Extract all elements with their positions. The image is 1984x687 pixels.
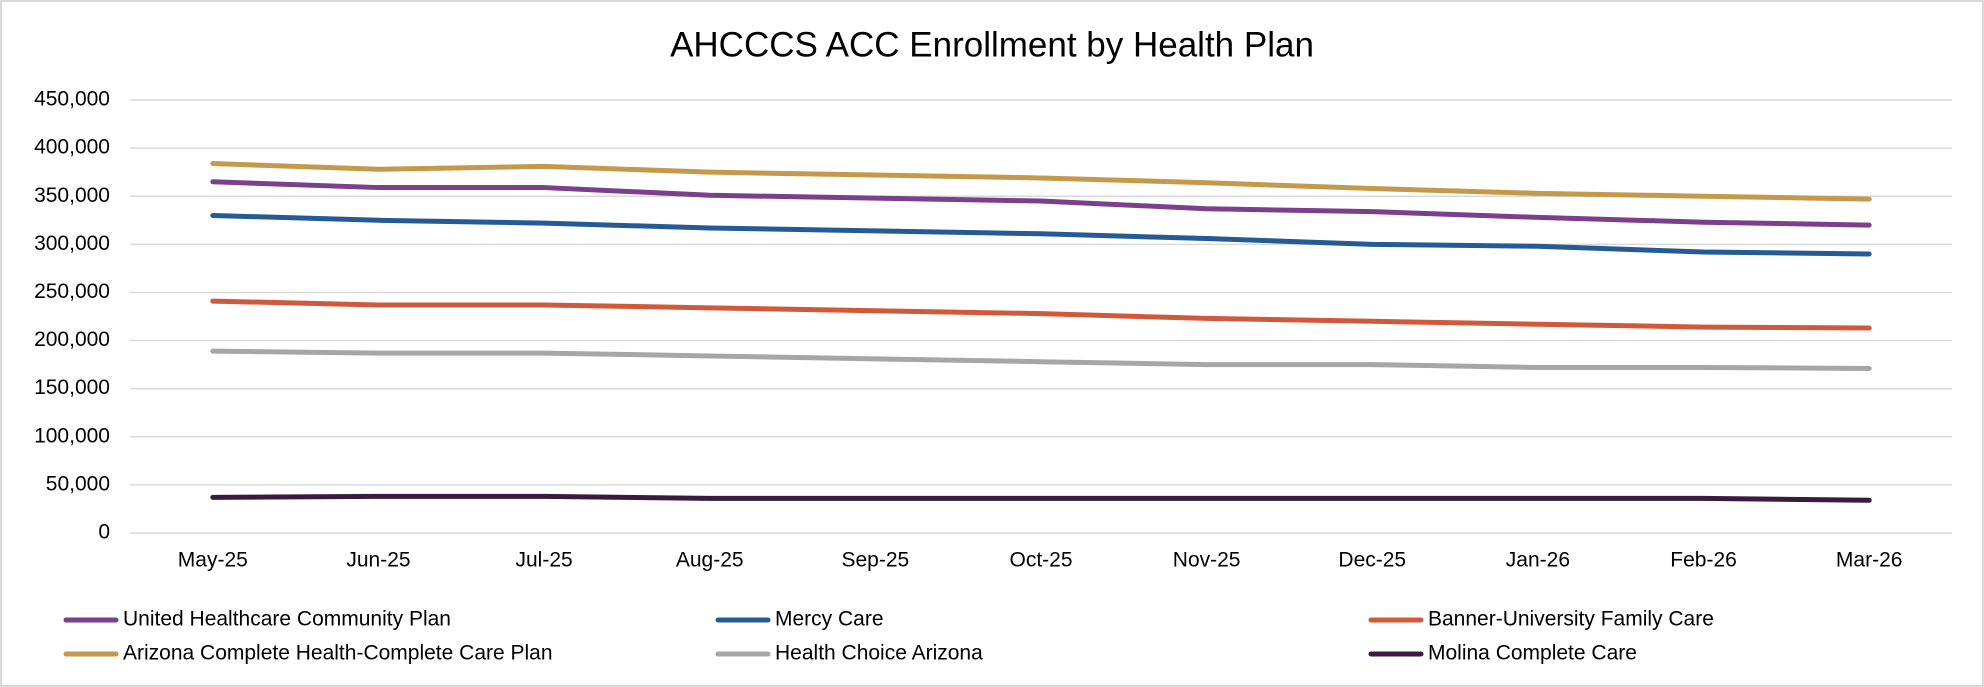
x-tick-label: Dec-25 <box>1338 549 1406 572</box>
x-tick-label: Jun-25 <box>346 549 410 572</box>
legend-label: Health Choice Arizona <box>775 642 983 665</box>
x-tick-label: Oct-25 <box>1009 549 1072 572</box>
x-tick-label: Jan-26 <box>1506 549 1570 572</box>
x-tick-label: Jul-25 <box>515 549 572 572</box>
y-tick-label: 350,000 <box>34 184 110 207</box>
y-tick-label: 300,000 <box>34 232 110 255</box>
y-tick-label: 50,000 <box>46 472 110 495</box>
x-tick-label: Feb-26 <box>1670 549 1737 572</box>
series-line <box>210 348 1872 371</box>
y-tick-label: 400,000 <box>34 136 110 159</box>
x-tick-label: Aug-25 <box>676 549 744 572</box>
y-tick-label: 200,000 <box>34 328 110 351</box>
series-line <box>210 212 1872 257</box>
y-tick-label: 0 <box>98 521 110 544</box>
y-tick-label: 250,000 <box>34 280 110 303</box>
series-line <box>210 298 1872 331</box>
y-tick-label: 100,000 <box>34 424 110 447</box>
legend-label: Arizona Complete Health-Complete Care Pl… <box>123 642 553 665</box>
legend-label: Banner-University Family Care <box>1428 608 1714 631</box>
legend-label: Mercy Care <box>775 608 884 631</box>
x-tick-label: Sep-25 <box>842 549 910 572</box>
legend-label: Molina Complete Care <box>1428 642 1637 665</box>
legend-label: United Healthcare Community Plan <box>123 608 451 631</box>
y-tick-label: 450,000 <box>34 88 110 111</box>
x-tick-label: Nov-25 <box>1173 549 1241 572</box>
x-tick-label: May-25 <box>178 549 248 572</box>
series-line <box>210 493 1872 503</box>
chart-title: AHCCCS ACC Enrollment by Health Plan <box>670 25 1314 64</box>
y-tick-label: 150,000 <box>34 376 110 399</box>
series-line <box>210 161 1872 202</box>
x-tick-label: Mar-26 <box>1836 549 1903 572</box>
series-line <box>210 179 1872 228</box>
